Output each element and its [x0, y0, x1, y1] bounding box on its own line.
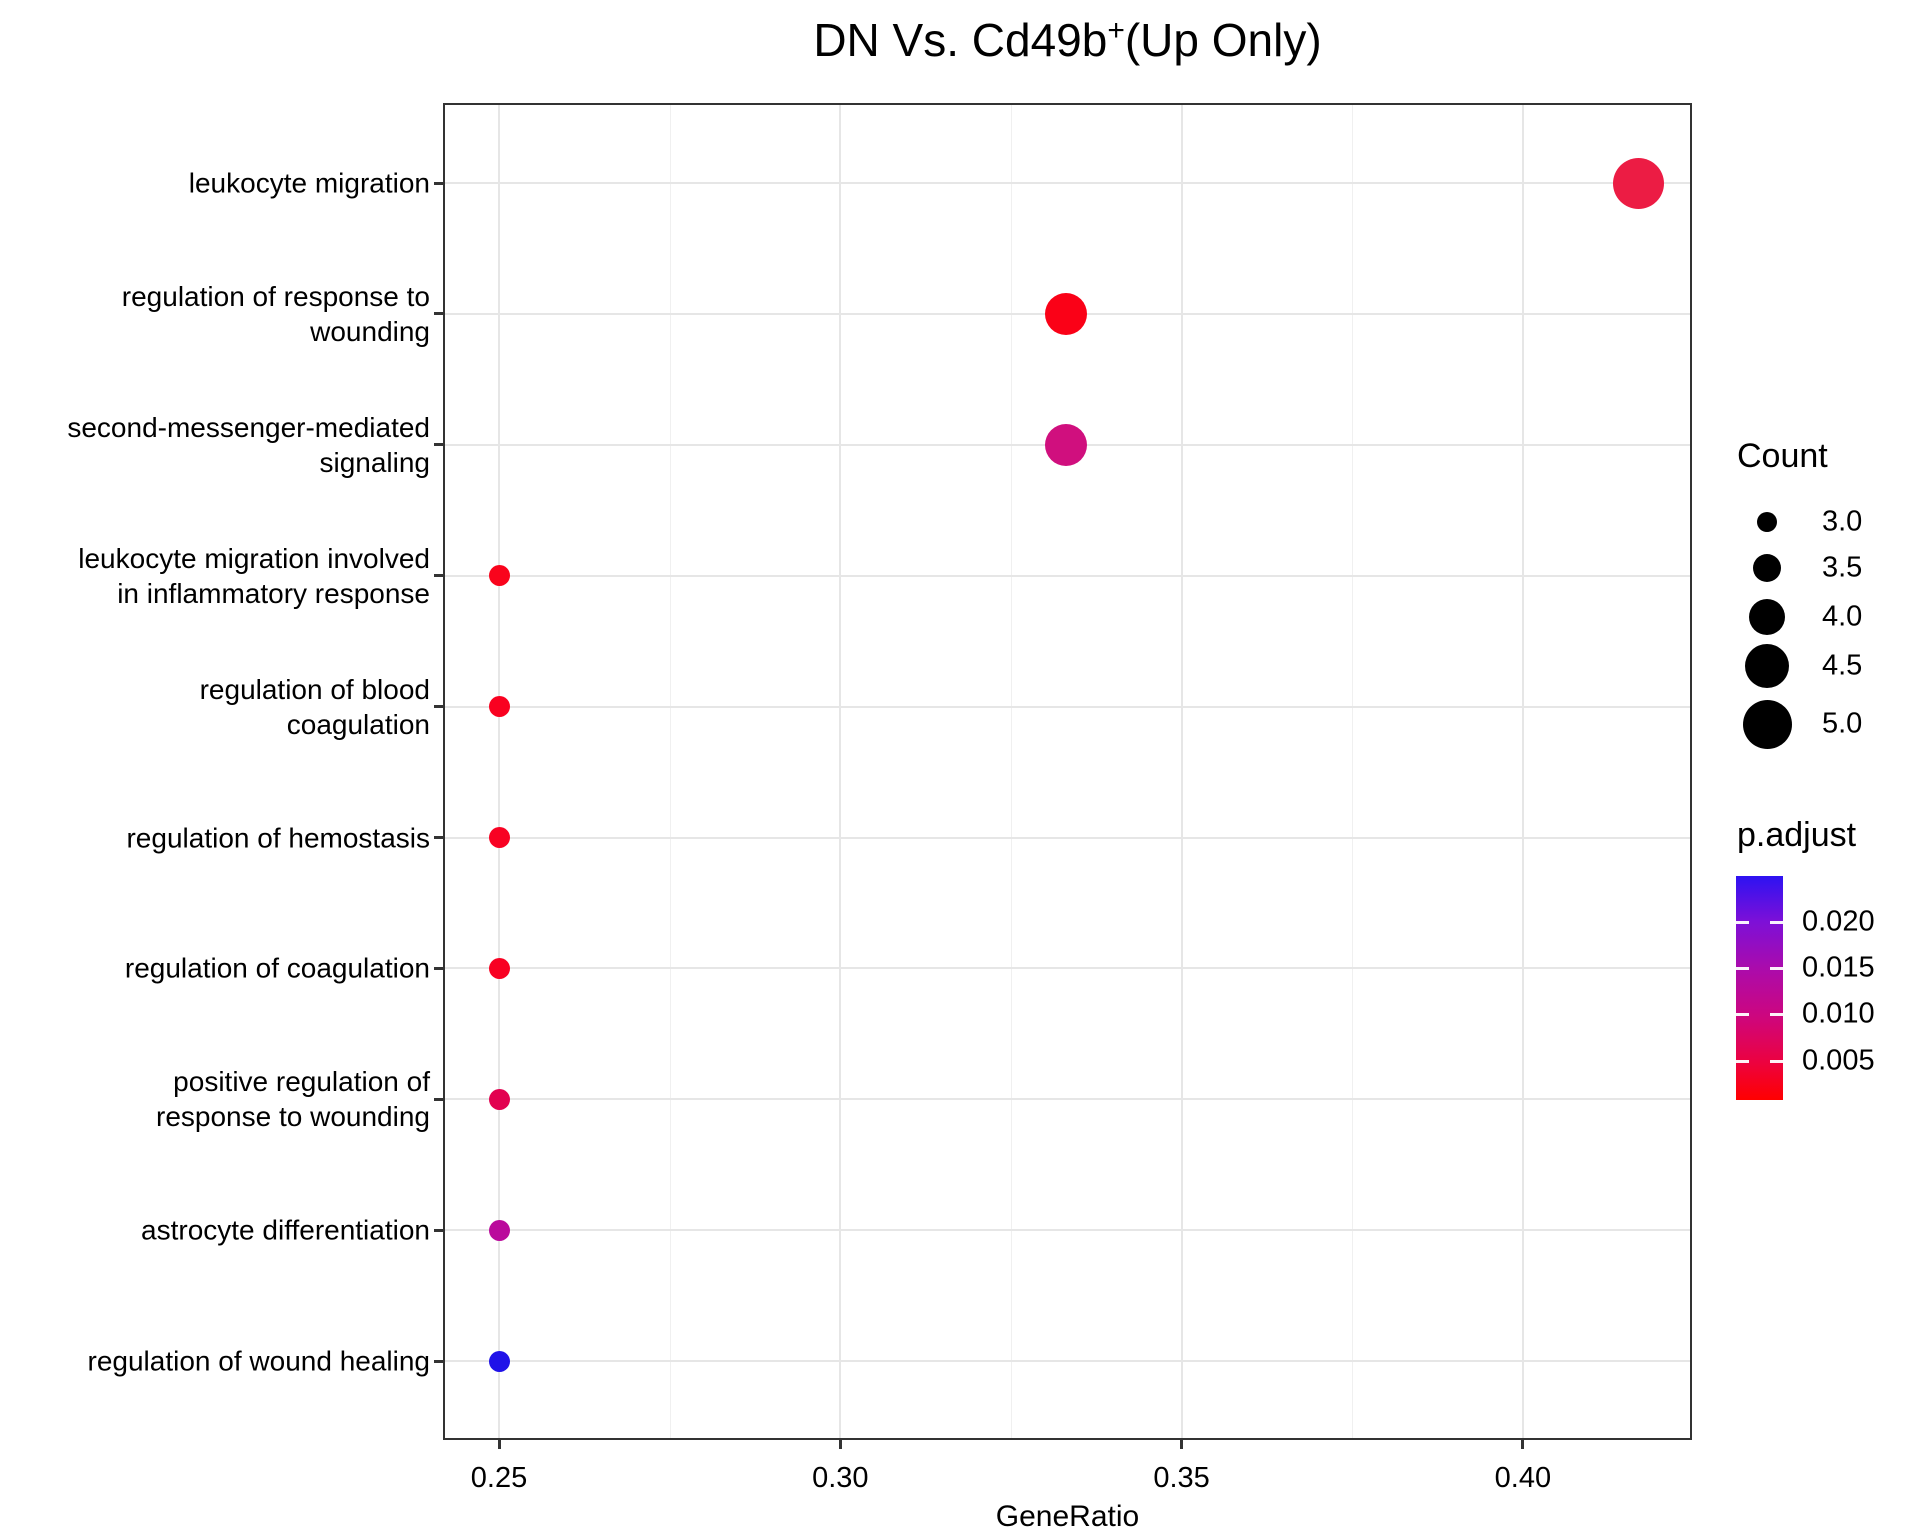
- data-point: [488, 696, 510, 718]
- count-legend-dot: [1749, 599, 1785, 635]
- count-legend-label: 3.0: [1822, 505, 1863, 538]
- y-axis-label: second-messenger-mediated signaling: [67, 411, 430, 478]
- padjust-tick-mark: [1736, 1012, 1749, 1016]
- y-axis-tick: [434, 1228, 443, 1232]
- padjust-tick-label: 0.010: [1802, 997, 1875, 1030]
- data-point: [488, 1350, 510, 1372]
- count-legend-label: 3.5: [1822, 551, 1863, 584]
- plot-title-text: DN Vs. Cd49b: [813, 14, 1108, 66]
- padjust-tick-mark: [1736, 966, 1749, 970]
- data-point: [1044, 423, 1087, 466]
- padjust-colorbar: [1736, 876, 1783, 1100]
- y-axis-label: positive regulation of response to wound…: [156, 1066, 430, 1133]
- major-gridline-v: [839, 103, 842, 1440]
- minor-gridline-v: [669, 103, 671, 1440]
- y-axis-tick: [434, 443, 443, 447]
- major-gridline-v: [1521, 103, 1524, 1440]
- x-axis-tick: [1180, 1440, 1184, 1449]
- y-axis-tick: [434, 312, 443, 316]
- y-axis-label: regulation of blood coagulation: [199, 673, 430, 740]
- data-point: [1613, 157, 1665, 209]
- major-gridline-h: [443, 705, 1692, 708]
- padjust-tick-label: 0.020: [1802, 905, 1875, 938]
- padjust-tick-mark: [1770, 966, 1783, 970]
- padjust-tick-mark: [1736, 1059, 1749, 1063]
- major-gridline-h: [443, 836, 1692, 839]
- padjust-legend-title: p.adjust: [1737, 816, 1857, 854]
- count-legend-label: 5.0: [1822, 707, 1863, 740]
- y-axis-tick: [434, 966, 443, 970]
- y-axis-label: astrocyte differentiation: [141, 1214, 430, 1246]
- count-legend-dot: [1757, 512, 1777, 532]
- y-axis-label: leukocyte migration involved in inflamma…: [78, 542, 430, 609]
- data-point: [488, 1088, 510, 1110]
- major-gridline-v: [1180, 103, 1183, 1440]
- minor-gridline-v: [1352, 103, 1354, 1440]
- x-axis-tick-label: 0.30: [812, 1462, 869, 1494]
- data-point: [488, 827, 510, 848]
- count-legend-dot: [1745, 644, 1789, 688]
- x-axis-tick: [838, 1440, 842, 1449]
- y-axis-tick: [434, 574, 443, 578]
- y-axis-tick: [434, 181, 443, 185]
- x-axis-tick-label: 0.35: [1153, 1462, 1210, 1494]
- y-axis-label: regulation of coagulation: [124, 952, 430, 984]
- data-point: [488, 957, 510, 979]
- minor-gridline-v: [1010, 103, 1012, 1440]
- count-legend-dot: [1742, 699, 1792, 749]
- data-point: [488, 1219, 510, 1241]
- x-axis-tick: [1521, 1440, 1525, 1449]
- y-axis-label: regulation of response to wounding: [121, 280, 430, 347]
- count-legend-label: 4.5: [1822, 649, 1863, 682]
- padjust-tick-mark: [1770, 1059, 1783, 1063]
- y-axis-tick: [434, 705, 443, 709]
- plot-title-suffix: (Up Only): [1124, 14, 1322, 66]
- major-gridline-v: [498, 103, 500, 1440]
- major-gridline-h: [443, 1098, 1692, 1101]
- data-point: [1044, 292, 1087, 335]
- x-axis-tick-label: 0.40: [1494, 1462, 1552, 1494]
- y-axis-label: regulation of hemostasis: [126, 822, 430, 853]
- major-gridline-h: [443, 182, 1692, 184]
- plot-title: DN Vs. Cd49b+(Up Only): [443, 12, 1692, 75]
- y-axis-tick: [434, 1359, 443, 1363]
- y-axis-label: regulation of wound healing: [87, 1345, 430, 1377]
- padjust-tick-mark: [1770, 920, 1783, 924]
- padjust-tick-mark: [1736, 920, 1749, 924]
- data-point: [488, 565, 510, 587]
- padjust-tick-label: 0.015: [1802, 951, 1875, 984]
- count-legend-dot: [1753, 554, 1781, 582]
- x-axis-tick: [497, 1440, 501, 1449]
- x-axis-title: GeneRatio: [995, 1500, 1140, 1533]
- plot-title-superscript: +: [1107, 14, 1125, 47]
- count-legend-title: Count: [1737, 437, 1828, 475]
- major-gridline-h: [443, 574, 1692, 577]
- padjust-tick-mark: [1770, 1012, 1783, 1016]
- major-gridline-h: [443, 967, 1692, 970]
- x-axis-tick-label: 0.25: [470, 1462, 528, 1494]
- y-axis-tick: [434, 1097, 443, 1101]
- count-legend-label: 4.0: [1822, 600, 1863, 633]
- major-gridline-h: [443, 1360, 1692, 1363]
- padjust-tick-label: 0.005: [1802, 1044, 1875, 1077]
- y-axis-tick: [434, 836, 443, 839]
- plot-panel: [443, 103, 1692, 1440]
- y-axis-label: leukocyte migration: [188, 167, 430, 199]
- major-gridline-h: [443, 1229, 1692, 1232]
